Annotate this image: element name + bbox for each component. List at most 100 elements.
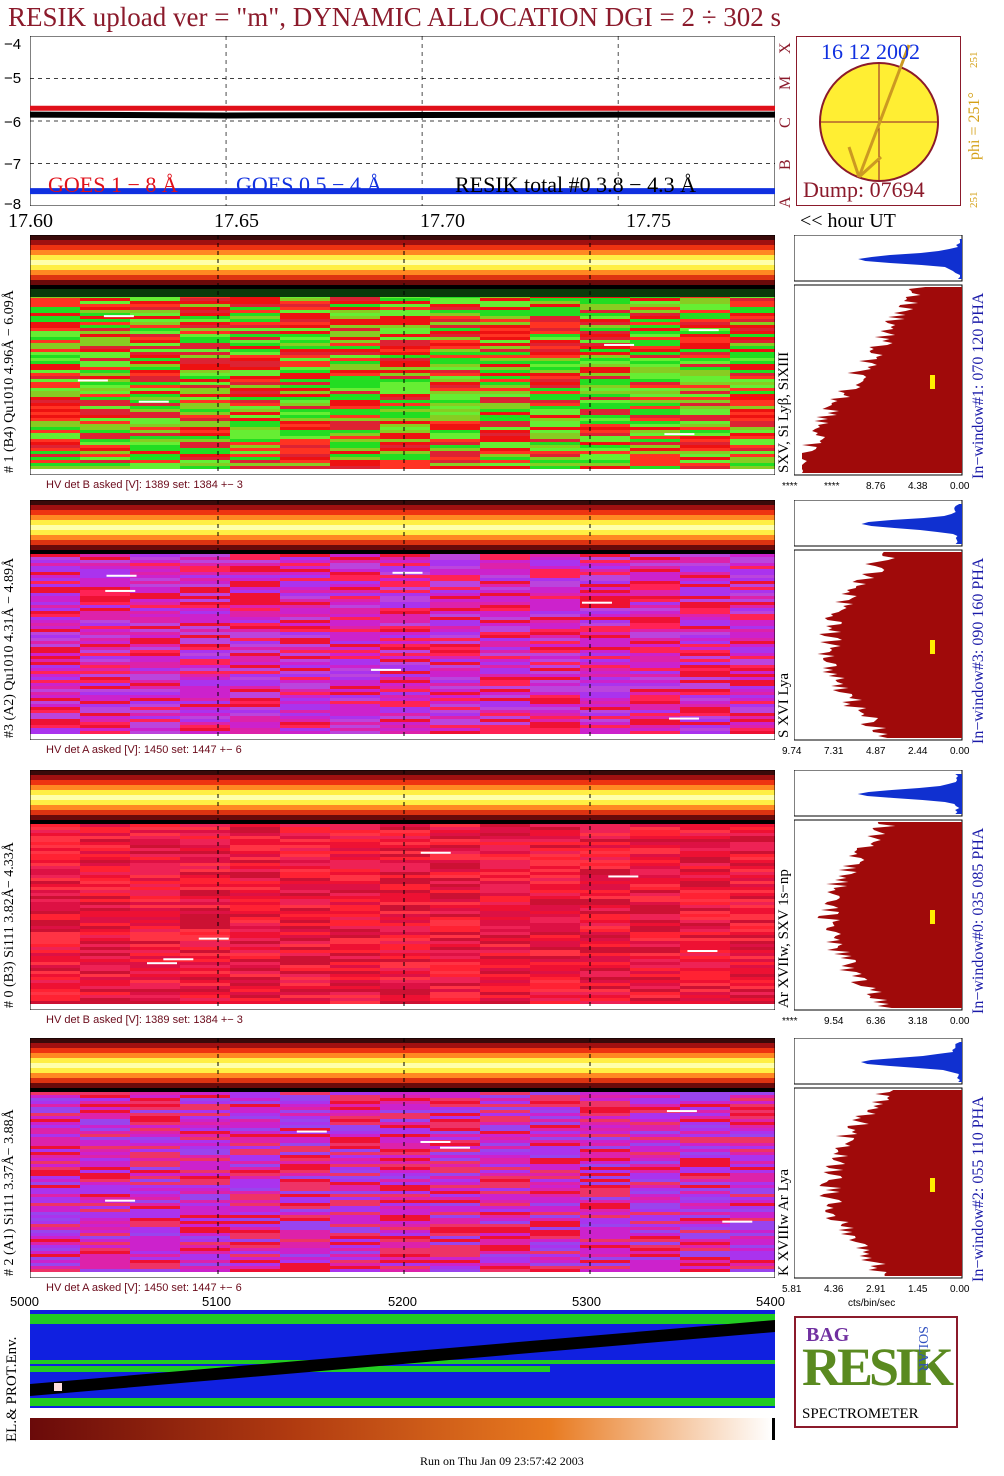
spectrogram-cell: [280, 923, 330, 926]
sun-phi-label: phi = 251°: [966, 92, 983, 160]
spectrogram-cell: [580, 911, 630, 914]
spectrogram-cell: [680, 1185, 730, 1188]
spectrogram-cell: [280, 920, 330, 923]
spectrogram-cell: [630, 578, 680, 581]
spectrogram-cell: [530, 611, 580, 614]
spectrogram-cell: [530, 650, 580, 653]
spectrogram-cell: [30, 340, 80, 343]
spectrogram-cell: [330, 689, 380, 692]
spectrogram-cell: [730, 403, 775, 406]
spectrogram-cell: [230, 896, 280, 899]
spectrogram-cell: [480, 692, 530, 695]
spectrogram-cell: [30, 995, 80, 998]
spectrogram-cell: [480, 1248, 530, 1251]
spectrogram-cell: [580, 454, 630, 457]
spectrogram-cell: [680, 836, 730, 839]
spectrogram-cell: [130, 830, 180, 833]
spectrogram-cell: [130, 929, 180, 932]
spectrogram-cell: [180, 926, 230, 929]
spectrogram-cell: [180, 872, 230, 875]
spectrogram-cell: [230, 584, 280, 587]
spectrogram-cell: [280, 397, 330, 400]
heat-band: [30, 1068, 775, 1073]
spectrogram-cell: [380, 1101, 430, 1104]
spectrogram-cell: [130, 1134, 180, 1137]
spectrogram-cell: [130, 1182, 180, 1185]
spectrogram-cell: [430, 1197, 480, 1200]
spectrogram-cell: [430, 632, 480, 635]
spectrogram-cell: [580, 1191, 630, 1194]
spectrogram-cell: [230, 1092, 280, 1095]
spectrogram-cell: [330, 355, 380, 358]
spectrogram-cell: [580, 872, 630, 875]
spectrogram-cell: [130, 1098, 180, 1101]
spectrogram-cell: [280, 893, 330, 896]
spectrogram-cell: [80, 1176, 130, 1179]
spectrogram-cell: [530, 968, 580, 971]
spectrogram-cell: [330, 415, 380, 418]
spectrogram-cell: [380, 668, 430, 671]
spectrogram-cell: [130, 581, 180, 584]
spectrogram-cell: [680, 992, 730, 995]
spectrogram-cell: [380, 424, 430, 427]
spectrogram-cell: [480, 857, 530, 860]
spectrogram-cell: [580, 313, 630, 316]
spectrogram-cell: [80, 611, 130, 614]
spectrogram-cell: [630, 373, 680, 376]
spectrogram-cell: [430, 992, 480, 995]
spectrogram-cell: [280, 593, 330, 596]
spectrogram-cell: [430, 1260, 480, 1263]
spectrogram-cell: [30, 1001, 80, 1004]
spectrogram-cell: [430, 1194, 480, 1197]
spectrogram-cell: [30, 857, 80, 860]
spectrogram-cell: [330, 1149, 380, 1152]
spectrogram-cell: [730, 454, 775, 457]
spectrogram-cell: [530, 698, 580, 701]
spectrogram-cell: [180, 433, 230, 436]
spectrogram-cell: [330, 554, 380, 557]
spectrogram-cell: [480, 704, 530, 707]
spectrogram-cell: [30, 442, 80, 445]
spectrogram-cell: [380, 382, 430, 385]
spectrogram-cell: [130, 866, 180, 869]
spectrogram-cell: [430, 965, 480, 968]
env-tick: 5400: [756, 1294, 785, 1309]
spectrogram-cell: [730, 578, 775, 581]
class-letter: M: [777, 75, 794, 90]
y-tick: −5: [4, 70, 22, 87]
spectrogram-cell: [180, 1164, 230, 1167]
spectrogram-cell: [480, 689, 530, 692]
spectrogram-cell: [580, 445, 630, 448]
spectrogram-cell: [430, 563, 480, 566]
spectrogram-cell: [530, 1191, 580, 1194]
spectrogram-cell: [130, 677, 180, 680]
spectrogram-cell: [530, 644, 580, 647]
spectrogram-cell: [30, 725, 80, 728]
spectrogram-cell: [30, 1260, 80, 1263]
spectrogram-cell: [180, 578, 230, 581]
spectrogram-cell: [330, 977, 380, 980]
spectrogram-cell: [330, 698, 380, 701]
spectrogram-cell: [680, 340, 730, 343]
spectrogram-cell: [480, 1122, 530, 1125]
spectrogram-cell: [80, 397, 130, 400]
spectrogram-cell: [730, 590, 775, 593]
spectrogram-cell: [480, 427, 530, 430]
spectrogram-cell: [330, 629, 380, 632]
spectrogram-cell: [130, 917, 180, 920]
spectrogram-cell: [130, 593, 180, 596]
spectrogram-cell: [80, 349, 130, 352]
spectrogram-cell: [330, 1221, 380, 1224]
pha-blue-fill: [857, 774, 962, 814]
spectrogram-cell: [230, 1215, 280, 1218]
spectrogram-cell: [730, 1128, 775, 1131]
spectrogram-cell: [430, 1128, 480, 1131]
spectrogram-cell: [30, 923, 80, 926]
spectrogram-cell: [730, 998, 775, 1001]
spectrogram-cell: [480, 554, 530, 557]
spectrogram-cell: [30, 1182, 80, 1185]
spectrogram-cell: [180, 692, 230, 695]
spectrogram-cell: [380, 914, 430, 917]
spectrogram-cell: [580, 352, 630, 355]
spectrogram-cell: [430, 1110, 480, 1113]
